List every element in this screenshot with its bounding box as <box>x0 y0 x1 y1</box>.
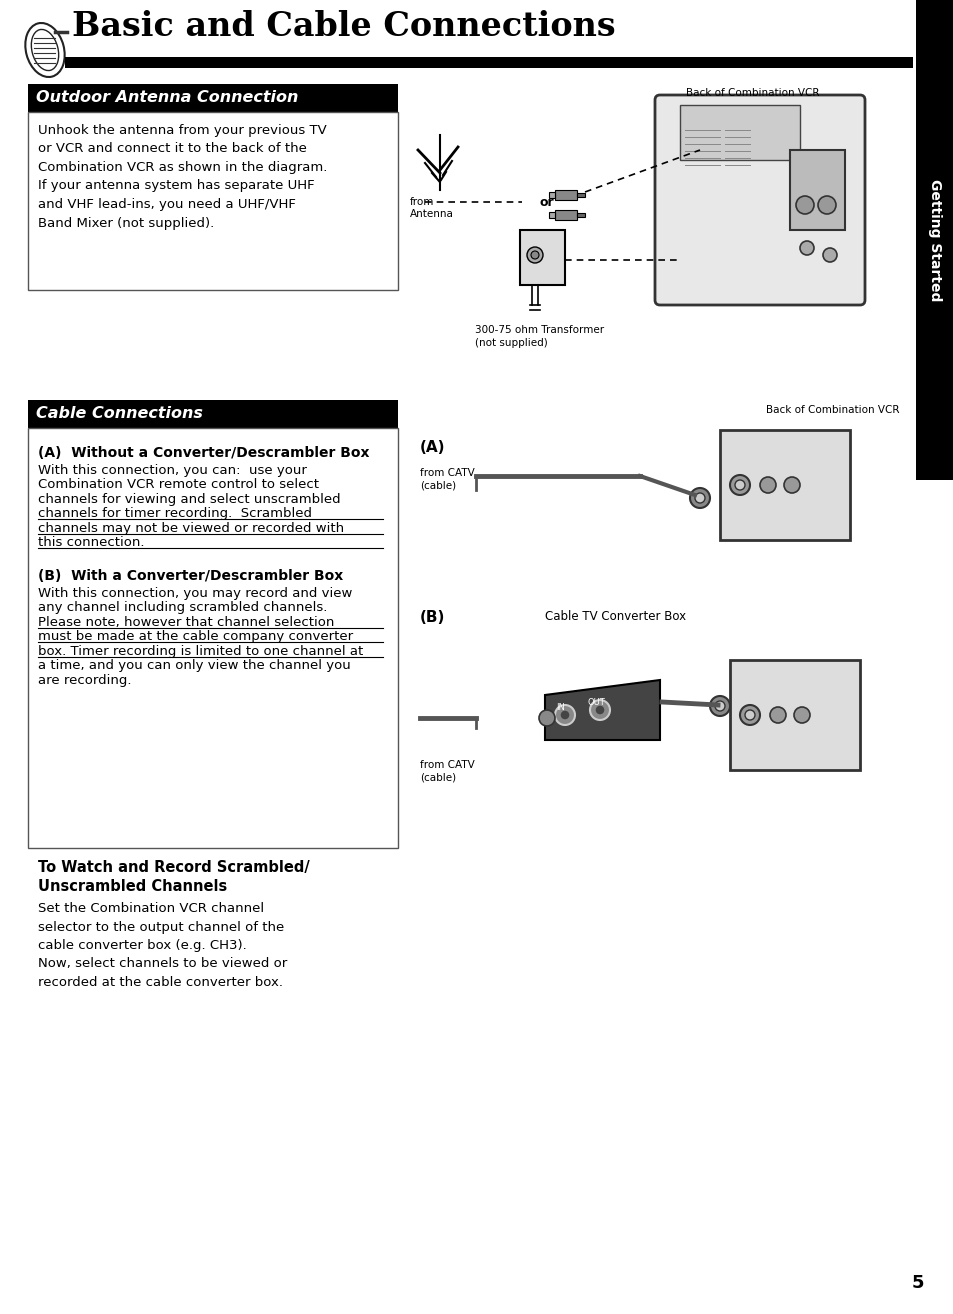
Circle shape <box>555 706 575 725</box>
Circle shape <box>817 196 835 214</box>
Text: (B)  With a Converter/Descrambler Box: (B) With a Converter/Descrambler Box <box>38 569 343 583</box>
Text: are recording.: are recording. <box>38 674 132 687</box>
Bar <box>65 57 912 68</box>
Text: To Watch and Record Scrambled/
Unscrambled Channels: To Watch and Record Scrambled/ Unscrambl… <box>38 859 310 894</box>
Bar <box>729 660 859 770</box>
Bar <box>548 192 555 198</box>
Bar <box>28 428 397 848</box>
Circle shape <box>734 480 744 490</box>
Circle shape <box>559 710 569 720</box>
Bar <box>789 150 844 230</box>
Text: from CATV
(cable): from CATV (cable) <box>419 759 475 782</box>
Bar <box>548 212 555 218</box>
Circle shape <box>531 251 538 259</box>
Bar <box>577 213 584 217</box>
Text: a time, and you can only view the channel you: a time, and you can only view the channe… <box>38 660 351 673</box>
Text: from CATV
(cable): from CATV (cable) <box>419 468 475 490</box>
Circle shape <box>795 196 813 214</box>
Circle shape <box>595 706 604 715</box>
Bar <box>577 193 584 197</box>
Text: Set the Combination VCR channel
selector to the output channel of the
cable conv: Set the Combination VCR channel selector… <box>38 901 287 989</box>
Bar <box>720 430 849 540</box>
Circle shape <box>526 247 542 263</box>
Text: any channel including scrambled channels.: any channel including scrambled channels… <box>38 602 327 615</box>
Text: must be made at the cable company converter: must be made at the cable company conver… <box>38 631 353 644</box>
Text: Basic and Cable Connections: Basic and Cable Connections <box>71 11 615 43</box>
Bar <box>28 112 397 290</box>
Circle shape <box>783 477 800 493</box>
Circle shape <box>729 474 749 495</box>
Text: Back of Combination VCR: Back of Combination VCR <box>765 405 899 415</box>
Text: Outdoor Antenna Connection: Outdoor Antenna Connection <box>36 91 298 105</box>
Text: (A): (A) <box>419 440 445 455</box>
Text: Please note, however that channel selection: Please note, however that channel select… <box>38 616 334 629</box>
Text: from
Antenna: from Antenna <box>410 197 454 219</box>
Circle shape <box>744 710 754 720</box>
Ellipse shape <box>31 29 59 71</box>
Circle shape <box>822 248 836 261</box>
Bar <box>28 84 397 112</box>
Text: Getting Started: Getting Started <box>927 179 941 301</box>
Polygon shape <box>544 681 659 740</box>
Circle shape <box>689 487 709 509</box>
Circle shape <box>538 710 555 727</box>
Circle shape <box>714 700 724 711</box>
Circle shape <box>740 706 760 725</box>
Circle shape <box>760 477 775 493</box>
Text: IN: IN <box>556 703 565 712</box>
Text: Combination VCR remote control to select: Combination VCR remote control to select <box>38 478 318 491</box>
Text: With this connection, you may record and view: With this connection, you may record and… <box>38 587 352 600</box>
Text: Cable Connections: Cable Connections <box>36 406 203 422</box>
Text: Unhook the antenna from your previous TV
or VCR and connect it to the back of th: Unhook the antenna from your previous TV… <box>38 124 327 230</box>
Bar <box>28 399 397 428</box>
Text: this connection.: this connection. <box>38 536 144 549</box>
Circle shape <box>769 707 785 723</box>
Text: channels for viewing and select unscrambled: channels for viewing and select unscramb… <box>38 493 340 506</box>
Text: (A)  Without a Converter/Descrambler Box: (A) Without a Converter/Descrambler Box <box>38 445 369 460</box>
Circle shape <box>589 700 609 720</box>
Text: (B): (B) <box>419 610 445 625</box>
Bar <box>519 230 564 285</box>
Text: 300-75 ohm Transformer
(not supplied): 300-75 ohm Transformer (not supplied) <box>475 325 603 348</box>
Text: OUT: OUT <box>586 698 604 707</box>
Text: With this connection, you can:  use your: With this connection, you can: use your <box>38 464 307 477</box>
Circle shape <box>793 707 809 723</box>
Circle shape <box>800 240 813 255</box>
Text: 5: 5 <box>911 1275 923 1292</box>
Bar <box>915 0 953 480</box>
Text: channels may not be viewed or recorded with: channels may not be viewed or recorded w… <box>38 522 344 535</box>
Text: Cable TV Converter Box: Cable TV Converter Box <box>544 610 685 623</box>
FancyBboxPatch shape <box>655 95 864 305</box>
Text: or: or <box>539 196 554 209</box>
Bar <box>679 105 800 160</box>
Circle shape <box>695 493 704 503</box>
Text: box. Timer recording is limited to one channel at: box. Timer recording is limited to one c… <box>38 645 363 658</box>
Text: Back of Combination VCR: Back of Combination VCR <box>686 88 820 99</box>
Bar <box>555 210 577 219</box>
Bar <box>555 191 577 200</box>
Circle shape <box>709 696 729 716</box>
Text: channels for timer recording.  Scrambled: channels for timer recording. Scrambled <box>38 507 312 520</box>
